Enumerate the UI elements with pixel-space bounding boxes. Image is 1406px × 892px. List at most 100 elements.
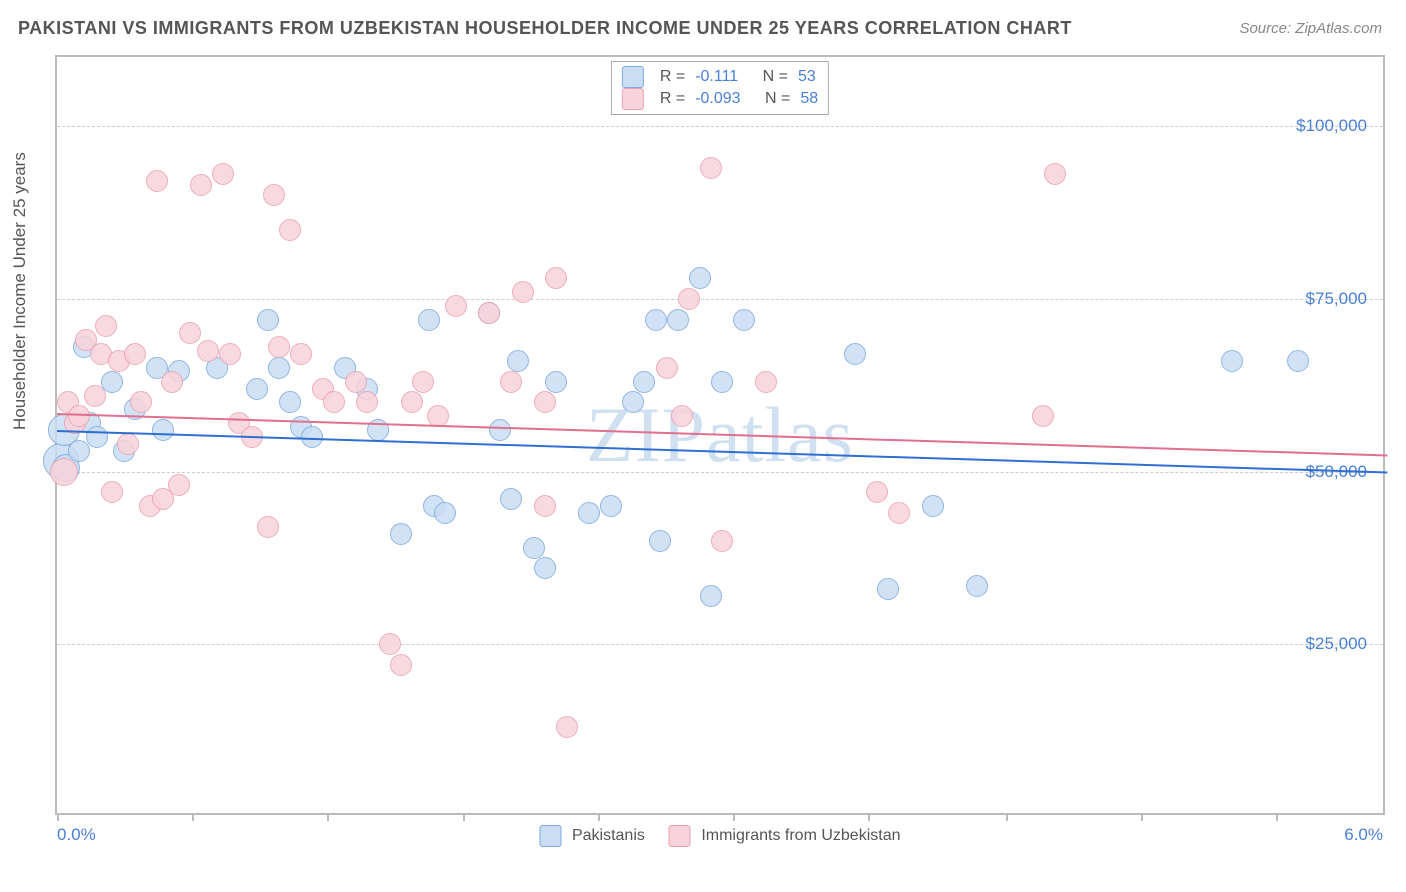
gridline [57,299,1383,300]
scatter-point-uzbekistan [279,219,301,241]
scatter-point-uzbekistan [379,633,401,655]
scatter-point-pakistanis [534,557,556,579]
scatter-point-pakistanis [390,523,412,545]
scatter-point-uzbekistan [1032,405,1054,427]
scatter-point-uzbekistan [197,340,219,362]
scatter-point-uzbekistan [356,391,378,413]
scatter-point-pakistanis [844,343,866,365]
scatter-point-pakistanis [279,391,301,413]
scatter-point-uzbekistan [888,502,910,524]
n-label: N = [763,68,788,86]
scatter-point-pakistanis [578,502,600,524]
n-value-uzbekistan: 58 [800,90,818,108]
scatter-point-uzbekistan [345,371,367,393]
legend-item-pakistanis: Pakistanis [540,825,645,847]
scatter-point-uzbekistan [219,343,241,365]
scatter-point-pakistanis [633,371,655,393]
x-axis-min-label: 0.0% [57,825,96,845]
legend-swatch-uzbekistan-icon [669,825,691,847]
scatter-point-pakistanis [545,371,567,393]
scatter-point-uzbekistan [412,371,434,393]
x-tick [1006,813,1008,821]
scatter-point-uzbekistan [671,405,693,427]
scatter-point-pakistanis [152,419,174,441]
scatter-point-uzbekistan [212,163,234,185]
plot-area: ZIPatlas R = -0.111 N = 53 R = -0.093 N … [55,55,1385,815]
scatter-point-uzbekistan [190,174,212,196]
legend-item-uzbekistan: Immigrants from Uzbekistan [669,825,901,847]
scatter-point-pakistanis [418,309,440,331]
y-tick-label: $100,000 [1296,116,1367,136]
legend-swatch-uzbekistan-icon [622,88,644,110]
r-value-uzbekistan: -0.093 [695,90,740,108]
r-value-pakistanis: -0.111 [695,68,738,86]
trend-line-pakistanis [57,430,1387,473]
scatter-point-uzbekistan [179,322,201,344]
x-axis-max-label: 6.0% [1344,825,1383,845]
r-label: R = [660,68,685,86]
scatter-point-uzbekistan [711,530,733,552]
scatter-point-uzbekistan [290,343,312,365]
legend-row-pakistanis: R = -0.111 N = 53 [622,66,818,88]
scatter-point-pakistanis [733,309,755,331]
x-tick [733,813,735,821]
scatter-point-uzbekistan [130,391,152,413]
scatter-point-uzbekistan [478,302,500,324]
scatter-point-uzbekistan [84,385,106,407]
gridline [57,472,1383,473]
scatter-point-pakistanis [622,391,644,413]
gridline [57,126,1383,127]
scatter-point-pakistanis [101,371,123,393]
scatter-point-pakistanis [645,309,667,331]
x-tick [868,813,870,821]
scatter-point-uzbekistan [445,295,467,317]
n-value-pakistanis: 53 [798,68,816,86]
legend-swatch-pakistanis-icon [540,825,562,847]
scatter-point-pakistanis [922,495,944,517]
scatter-point-pakistanis [877,578,899,600]
scatter-point-pakistanis [523,537,545,559]
x-tick [192,813,194,821]
scatter-point-uzbekistan [866,481,888,503]
x-tick [57,813,59,821]
y-tick-label: $25,000 [1306,634,1367,654]
scatter-point-pakistanis [257,309,279,331]
scatter-point-uzbekistan [500,371,522,393]
scatter-point-uzbekistan [268,336,290,358]
scatter-point-uzbekistan [95,315,117,337]
scatter-point-uzbekistan [401,391,423,413]
scatter-point-pakistanis [1287,350,1309,372]
scatter-point-uzbekistan [124,343,146,365]
scatter-point-pakistanis [667,309,689,331]
scatter-point-pakistanis [500,488,522,510]
scatter-point-uzbekistan [50,458,78,486]
scatter-point-uzbekistan [534,391,556,413]
x-tick [463,813,465,821]
scatter-point-pakistanis [689,267,711,289]
y-axis-label: Householder Income Under 25 years [10,152,30,430]
scatter-point-uzbekistan [161,371,183,393]
scatter-point-uzbekistan [1044,163,1066,185]
scatter-point-pakistanis [700,585,722,607]
scatter-point-pakistanis [966,575,988,597]
scatter-point-uzbekistan [656,357,678,379]
scatter-point-pakistanis [246,378,268,400]
scatter-point-uzbekistan [545,267,567,289]
scatter-point-uzbekistan [678,288,700,310]
scatter-point-uzbekistan [257,516,279,538]
scatter-point-uzbekistan [512,281,534,303]
scatter-point-uzbekistan [168,474,190,496]
scatter-point-pakistanis [649,530,671,552]
y-tick-label: $75,000 [1306,289,1367,309]
gridline [57,644,1383,645]
legend-label-pakistanis: Pakistanis [572,827,645,844]
scatter-point-pakistanis [711,371,733,393]
scatter-point-uzbekistan [755,371,777,393]
correlation-legend: R = -0.111 N = 53 R = -0.093 N = 58 [611,61,829,115]
r-label: R = [660,90,685,108]
scatter-point-uzbekistan [117,433,139,455]
scatter-point-pakistanis [489,419,511,441]
series-legend: Pakistanis Immigrants from Uzbekistan [540,825,901,847]
scatter-point-pakistanis [434,502,456,524]
scatter-point-uzbekistan [323,391,345,413]
